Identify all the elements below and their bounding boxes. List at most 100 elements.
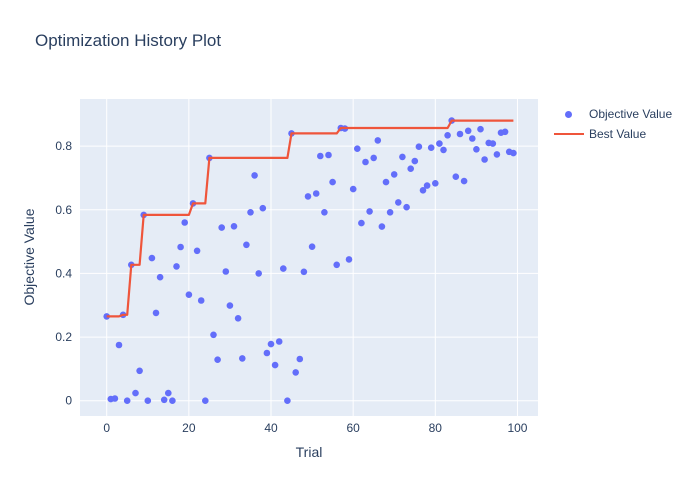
objective-value-point[interactable] bbox=[111, 395, 119, 402]
objective-value-point[interactable] bbox=[292, 369, 300, 376]
objective-value-point[interactable] bbox=[399, 153, 406, 161]
objective-value-point[interactable] bbox=[395, 199, 402, 206]
objective-value-point[interactable] bbox=[193, 247, 201, 255]
objective-value-point[interactable] bbox=[267, 340, 275, 348]
objective-value-point[interactable] bbox=[358, 219, 365, 227]
objective-value-point[interactable] bbox=[304, 193, 312, 200]
objective-value-point[interactable] bbox=[210, 331, 217, 339]
objective-value-point[interactable] bbox=[271, 361, 279, 369]
objective-value-point[interactable] bbox=[173, 263, 180, 270]
objective-value-point[interactable] bbox=[501, 128, 509, 136]
objective-value-point[interactable] bbox=[251, 172, 258, 179]
objective-value-point[interactable] bbox=[460, 177, 468, 185]
objective-value-point[interactable] bbox=[329, 178, 336, 186]
objective-value-point[interactable] bbox=[222, 268, 230, 275]
objective-value-point[interactable] bbox=[493, 151, 501, 158]
objective-value-point[interactable] bbox=[239, 355, 246, 362]
objective-value-point[interactable] bbox=[477, 125, 484, 133]
objective-value-point[interactable] bbox=[444, 132, 451, 139]
objective-value-point[interactable] bbox=[403, 203, 410, 211]
objective-value-point[interactable] bbox=[148, 254, 156, 262]
x-axis-title: Trial bbox=[295, 444, 323, 460]
objective-value-point[interactable] bbox=[296, 355, 304, 363]
objective-value-point[interactable] bbox=[136, 367, 143, 375]
objective-value-point[interactable] bbox=[280, 265, 287, 272]
legend-label-objective-value: Objective Value bbox=[589, 107, 673, 121]
objective-value-point[interactable] bbox=[325, 151, 332, 159]
objective-value-point[interactable] bbox=[181, 219, 188, 226]
objective-value-point[interactable] bbox=[132, 389, 139, 397]
objective-value-point[interactable] bbox=[386, 209, 394, 216]
objective-value-point[interactable] bbox=[263, 349, 271, 357]
objective-value-point[interactable] bbox=[464, 127, 472, 135]
objective-value-point[interactable] bbox=[255, 270, 262, 277]
objective-value-point[interactable] bbox=[423, 182, 431, 189]
objective-value-point[interactable] bbox=[160, 396, 168, 404]
objective-value-point[interactable] bbox=[156, 273, 164, 281]
objective-value-point[interactable] bbox=[419, 187, 427, 194]
objective-value-point[interactable] bbox=[473, 146, 480, 153]
y-tick-label: 0.4 bbox=[55, 266, 72, 280]
y-tick-label: 0.2 bbox=[55, 330, 72, 344]
objective-value-point[interactable] bbox=[185, 291, 193, 299]
objective-value-point[interactable] bbox=[440, 146, 447, 154]
x-tick-label: 60 bbox=[346, 421, 360, 435]
scatter-marker-icon bbox=[565, 110, 572, 118]
objective-value-point[interactable] bbox=[333, 261, 341, 269]
objective-value-point[interactable] bbox=[226, 302, 234, 309]
objective-value-point[interactable] bbox=[247, 209, 254, 216]
objective-value-point[interactable] bbox=[436, 140, 443, 147]
line-swatch-icon bbox=[554, 133, 584, 135]
objective-value-point[interactable] bbox=[177, 243, 184, 251]
objective-value-point[interactable] bbox=[115, 341, 123, 349]
objective-value-point[interactable] bbox=[234, 315, 242, 322]
objective-value-point[interactable] bbox=[411, 157, 419, 165]
objective-value-point[interactable] bbox=[284, 397, 291, 405]
legend-item-best-value[interactable]: Best Value bbox=[552, 124, 672, 144]
objective-value-point[interactable] bbox=[218, 224, 225, 231]
objective-value-point[interactable] bbox=[452, 173, 460, 180]
objective-value-point[interactable] bbox=[349, 185, 357, 193]
objective-value-point[interactable] bbox=[317, 152, 324, 160]
objective-value-point[interactable] bbox=[390, 171, 398, 178]
objective-value-point[interactable] bbox=[370, 154, 378, 162]
objective-value-point[interactable] bbox=[123, 397, 131, 405]
objective-value-point[interactable] bbox=[354, 145, 361, 152]
objective-value-point[interactable] bbox=[378, 223, 386, 230]
objective-value-point[interactable] bbox=[481, 156, 488, 163]
x-tick-label: 80 bbox=[429, 421, 443, 435]
objective-value-point[interactable] bbox=[259, 204, 267, 212]
objective-value-point[interactable] bbox=[321, 209, 328, 216]
objective-value-point[interactable] bbox=[362, 158, 369, 166]
objective-value-point[interactable] bbox=[144, 397, 152, 405]
objective-value-point[interactable] bbox=[312, 190, 320, 197]
objective-value-point[interactable] bbox=[366, 208, 373, 215]
objective-value-point[interactable] bbox=[202, 397, 209, 405]
legend-item-objective-value[interactable]: Objective Value bbox=[552, 104, 672, 124]
plot-background[interactable] bbox=[80, 99, 538, 416]
legend-label-best-value: Best Value bbox=[589, 127, 647, 141]
objective-value-point[interactable] bbox=[308, 243, 316, 250]
objective-value-point[interactable] bbox=[415, 143, 423, 150]
objective-value-point[interactable] bbox=[243, 241, 250, 249]
objective-value-point[interactable] bbox=[275, 338, 283, 345]
objective-value-point[interactable] bbox=[197, 297, 205, 304]
objective-value-point[interactable] bbox=[152, 309, 160, 317]
objective-value-point[interactable] bbox=[469, 135, 476, 142]
objective-value-point[interactable] bbox=[345, 256, 353, 263]
objective-value-point[interactable] bbox=[165, 389, 172, 397]
objective-value-point[interactable] bbox=[169, 397, 176, 405]
objective-value-point[interactable] bbox=[456, 130, 464, 138]
objective-value-point[interactable] bbox=[407, 165, 415, 172]
objective-value-point[interactable] bbox=[432, 180, 439, 187]
best-value-line[interactable] bbox=[106, 119, 514, 318]
objective-value-point[interactable] bbox=[382, 178, 390, 186]
objective-value-point[interactable] bbox=[510, 149, 517, 157]
objective-value-point[interactable] bbox=[374, 137, 382, 144]
objective-value-point[interactable] bbox=[300, 268, 308, 276]
objective-value-point[interactable] bbox=[214, 356, 221, 364]
objective-value-point[interactable] bbox=[230, 223, 238, 230]
objective-value-point[interactable] bbox=[489, 140, 497, 147]
objective-value-point[interactable] bbox=[427, 144, 435, 151]
